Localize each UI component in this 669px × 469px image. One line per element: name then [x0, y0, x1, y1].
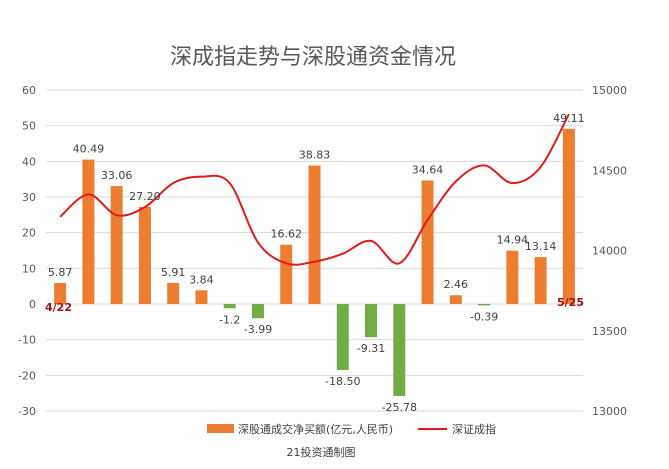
data-label: 27.20: [129, 190, 161, 203]
left-tick-label: 40: [22, 155, 36, 168]
index-line: [59, 113, 570, 266]
data-label: 49.11: [553, 112, 585, 125]
data-label: 2.46: [444, 278, 469, 291]
chart-title: 深成指走势与深股通资金情况: [170, 45, 456, 70]
data-label: -25.78: [382, 401, 417, 414]
left-tick-label: -10: [18, 334, 36, 347]
data-label: 14.94: [497, 234, 529, 247]
left-tick-label: 20: [22, 227, 36, 240]
line-series: [59, 113, 570, 266]
data-label: 3.84: [189, 273, 214, 286]
data-label: -18.50: [325, 375, 360, 388]
data-label: -0.39: [470, 310, 498, 323]
data-label: 33.06: [101, 169, 133, 182]
right-tick-label: 14000: [592, 245, 627, 258]
bar: [534, 257, 547, 304]
legend-line-label: 深证成指: [452, 422, 496, 436]
bar: [167, 282, 180, 304]
left-tick-label: -20: [18, 369, 36, 382]
bar: [365, 304, 378, 338]
bar: [110, 186, 123, 304]
data-label: 16.62: [270, 228, 302, 241]
legend: 深股通成交净买额(亿元,人民币) 深证成指: [207, 422, 496, 436]
legend-bar-swatch: [207, 424, 234, 433]
source-label: 21投资通制图: [287, 445, 356, 459]
bar: [562, 128, 575, 304]
bar: [478, 304, 491, 306]
data-label: -9.31: [357, 342, 385, 355]
data-label: 13.14: [525, 240, 557, 253]
data-label: -3.99: [244, 323, 272, 336]
bar: [393, 304, 406, 396]
start-date-label: 4/22: [45, 301, 72, 314]
data-label: -1.2: [219, 313, 240, 326]
legend-bar-label: 深股通成交净买额(亿元,人民币): [238, 422, 393, 436]
bar: [195, 290, 208, 304]
right-axis: 15000 14500 14000 13500 13000: [592, 84, 627, 418]
left-tick-label: 0: [29, 298, 36, 311]
data-labels: 5.87 40.49 33.06 27.20 5.913.84 -1.2 -3.99 16.6…: [48, 112, 585, 414]
right-tick-label: 13000: [592, 405, 627, 418]
bar: [54, 283, 67, 304]
bar: [421, 180, 434, 304]
bar: [82, 159, 95, 304]
bar: [280, 244, 293, 304]
left-tick-label: 60: [22, 84, 36, 97]
bar: [506, 250, 519, 304]
end-date-label: 5/25: [557, 296, 584, 309]
data-label: 5.91: [161, 266, 186, 279]
bar: [336, 304, 349, 370]
data-label: 38.83: [299, 149, 331, 162]
bar: [138, 206, 151, 304]
right-tick-label: 14500: [592, 164, 627, 177]
left-axis: 60 50 40 30 20 10 0 -10 -20 -30: [18, 84, 36, 418]
left-tick-label: 10: [22, 262, 36, 275]
right-tick-label: 13500: [592, 325, 627, 338]
data-label: 5.87: [48, 266, 73, 279]
left-tick-label: 50: [22, 120, 36, 133]
left-tick-label: 30: [22, 191, 36, 204]
bar: [223, 304, 236, 309]
data-label: 34.64: [412, 163, 444, 176]
bar: [449, 295, 462, 304]
bar: [251, 304, 264, 319]
right-tick-label: 15000: [592, 84, 627, 97]
left-tick-label: -30: [18, 405, 36, 418]
bar: [308, 165, 321, 304]
data-label: 40.49: [73, 143, 105, 156]
